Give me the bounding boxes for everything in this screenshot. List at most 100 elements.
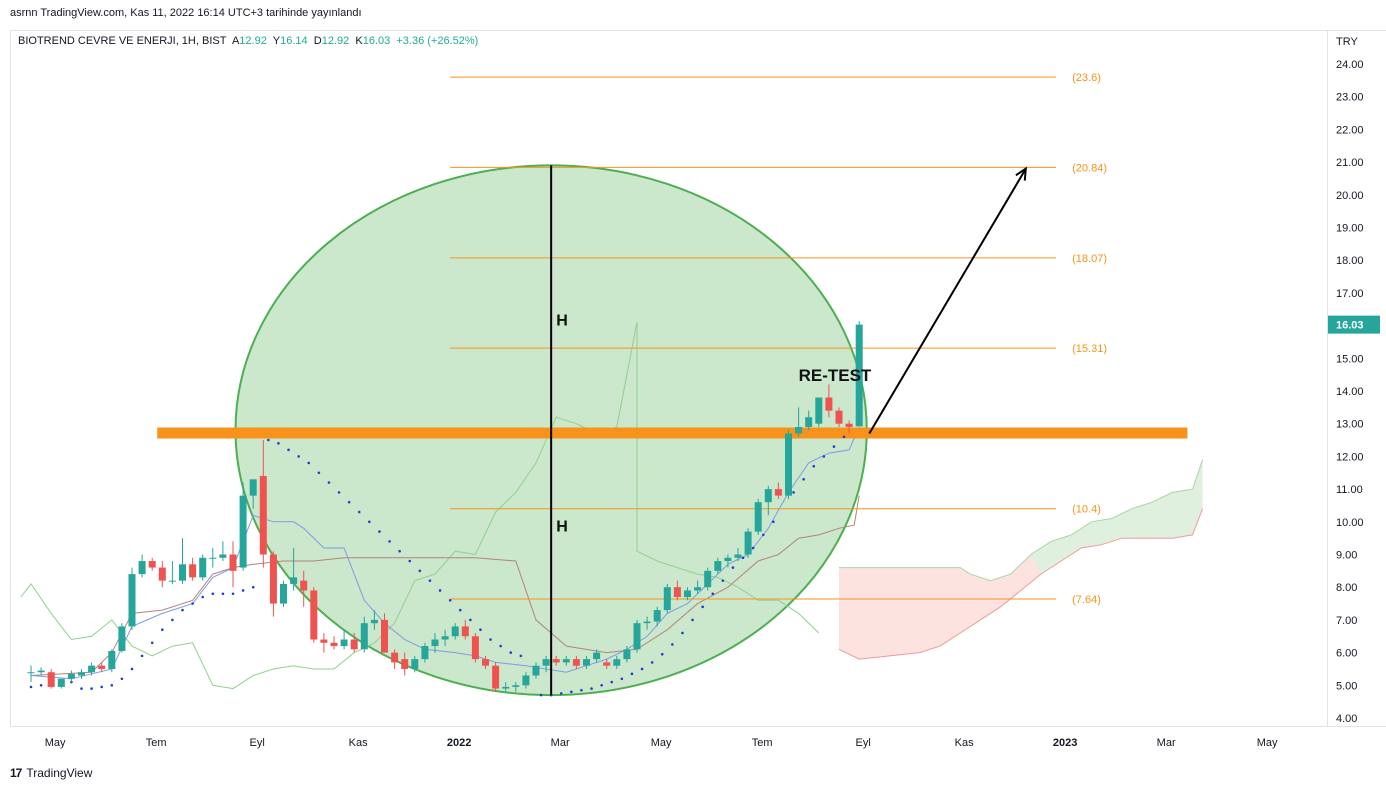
brand-name: TradingView	[26, 766, 93, 780]
sar-point	[267, 438, 270, 442]
cloud-leading-span-b	[838, 508, 1204, 660]
sar-point	[337, 491, 341, 494]
price-tick-label: 22.00	[1336, 124, 1364, 136]
sar-point	[751, 546, 755, 550]
time-axis-canvas[interactable]: May Tem Eyl Kas 2022 Mar May Tem Eyl Kas 2023 Mar Ma…	[10, 727, 1328, 757]
sar-point	[368, 520, 371, 524]
sar-point	[231, 592, 235, 596]
candle-body	[108, 650, 116, 669]
high-label: Y	[272, 35, 281, 47]
time-tick-label: Eyl	[856, 737, 871, 749]
sar-point	[161, 628, 164, 632]
sar-point	[100, 685, 103, 689]
sar-point	[307, 461, 311, 465]
sar-point	[711, 592, 715, 596]
price-tick-label: 7.00	[1336, 615, 1357, 627]
candle-body	[522, 675, 530, 686]
fib-level-label: (15.31)	[1072, 343, 1107, 355]
candle-body	[502, 686, 510, 689]
price-tick-label: 19.00	[1336, 223, 1364, 235]
sar-point	[181, 608, 184, 612]
candle-body	[825, 397, 833, 411]
ichimoku-cloud-bear	[839, 541, 1052, 660]
price-tick-label: 24.00	[1336, 59, 1364, 71]
candle-body	[572, 659, 580, 666]
target-arrow-head	[1015, 166, 1027, 181]
candle-body	[138, 561, 146, 575]
candle-body	[199, 557, 207, 578]
sar-point	[479, 628, 482, 632]
sar-point	[539, 693, 543, 697]
sar-point	[297, 455, 300, 458]
ichimoku-base-line	[30, 495, 860, 676]
sar-point	[80, 687, 83, 690]
candle-body	[370, 619, 378, 624]
chart-canvas[interactable]: (23.6) (20.84) (18.07) (15.31) (10.4) (7.64) H…	[11, 31, 1329, 728]
sar-point	[458, 608, 462, 612]
tradingview-logo-icon: 17	[10, 766, 22, 780]
price-tick-label: 9.00	[1336, 550, 1357, 562]
candle-body	[350, 639, 358, 650]
sar-point	[842, 435, 846, 439]
fib-level-label: (10.4)	[1072, 504, 1101, 516]
sar-point	[489, 638, 492, 641]
candle-body	[57, 678, 65, 687]
candle-body	[603, 662, 611, 666]
candle-body	[280, 583, 287, 604]
time-tick-label: Tem	[146, 737, 167, 749]
candle-body	[391, 652, 399, 663]
sar-point	[772, 520, 775, 524]
price-axis[interactable]: TRY 4.00 5.00 6.00 7.00 8.00 9.00 10.00 11.00 12.…	[1328, 30, 1386, 727]
candle-body	[320, 639, 328, 643]
time-tick-label: Mar	[551, 737, 570, 749]
sar-point	[327, 481, 331, 484]
time-tick-label: May	[45, 737, 66, 749]
price-tick-label: 5.00	[1336, 680, 1357, 692]
candle-body	[805, 417, 813, 427]
sar-point	[499, 644, 502, 648]
price-tick-label: 12.00	[1336, 451, 1364, 463]
fib-level-label: (23.6)	[1072, 72, 1101, 84]
sar-point	[610, 680, 614, 684]
candle-body	[694, 587, 702, 591]
candle-body	[835, 410, 843, 424]
sar-point	[378, 530, 381, 533]
open-label: A	[231, 35, 240, 47]
sar-point	[418, 569, 422, 573]
sar-point	[570, 690, 573, 694]
close-label: K	[355, 35, 363, 47]
price-axis-canvas[interactable]: TRY 4.00 5.00 6.00 7.00 8.00 9.00 10.00 11.00 12.…	[1328, 31, 1386, 728]
ichimoku-cloud-bull	[1030, 459, 1203, 575]
sar-point	[640, 667, 644, 671]
sar-point	[701, 605, 704, 609]
price-tick-label: 15.00	[1336, 353, 1364, 365]
candle-body	[815, 397, 823, 424]
price-tick-label: 18.00	[1336, 255, 1364, 267]
sar-point	[357, 510, 361, 514]
price-tick-label: 21.00	[1336, 157, 1364, 169]
currency-label: TRY	[1336, 36, 1358, 48]
published-info: asrnn TradingView.com, Kas 11, 2022 16:1…	[10, 7, 362, 19]
sar-point	[150, 641, 154, 645]
candle-body	[158, 567, 166, 581]
sar-point	[792, 491, 795, 494]
price-tick-label: 8.00	[1336, 582, 1357, 594]
price-tick-label: 13.00	[1336, 419, 1364, 431]
symbol-title[interactable]: BIOTREND CEVRE VE ENERJI, 1H, BIST	[18, 35, 227, 47]
candle-body	[330, 642, 338, 647]
candle-body	[259, 476, 267, 555]
candle-body	[774, 489, 782, 496]
candle-body	[795, 426, 803, 434]
time-axis[interactable]: May Tem Eyl Kas 2022 Mar May Tem Eyl Kas 2023 Mar Ma…	[10, 727, 1328, 757]
candle-body	[704, 570, 712, 588]
candle-body	[461, 626, 469, 637]
candle-body	[360, 623, 368, 650]
candle-body	[724, 557, 732, 562]
chart-pane[interactable]: (23.6) (20.84) (18.07) (15.31) (10.4) (7.64) H…	[10, 30, 1328, 727]
candle-body	[633, 623, 641, 650]
support-zone	[157, 427, 1188, 439]
candle-body	[98, 665, 106, 669]
change-value: +3.36 (+26.52%)	[396, 35, 479, 47]
candle-body	[168, 580, 176, 582]
sar-point	[822, 455, 826, 458]
